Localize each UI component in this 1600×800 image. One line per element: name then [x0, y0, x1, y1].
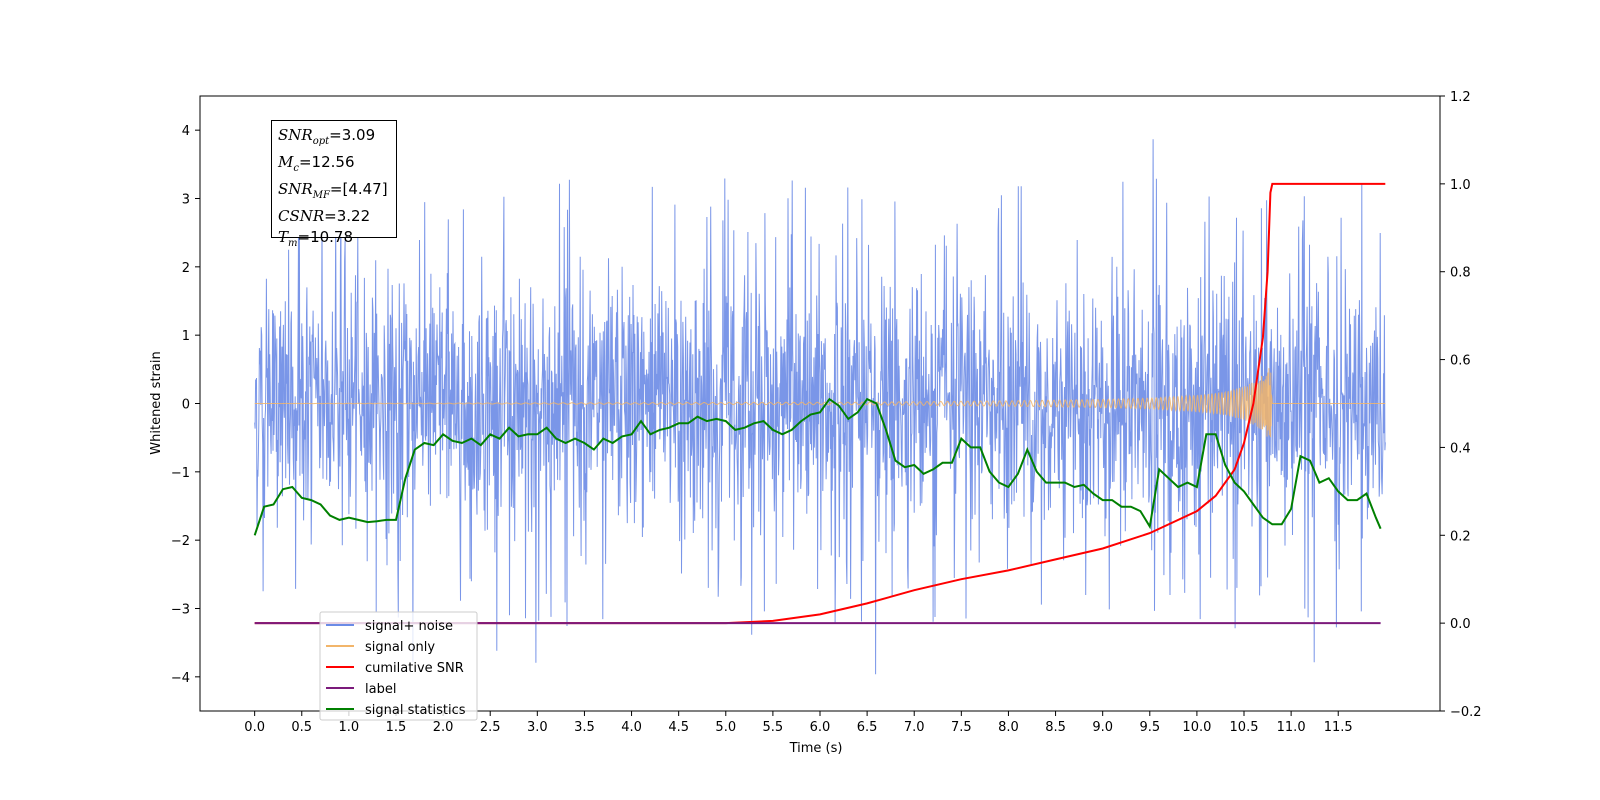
y-left-tick-label: 3 — [182, 193, 190, 208]
legend-label: signal+ noise — [365, 619, 453, 634]
y-left-tick-label: 4 — [182, 124, 190, 139]
mc-row: Mc=12.56 — [278, 153, 355, 174]
x-tick-label: 4.5 — [668, 720, 689, 735]
x-tick-label: 10.0 — [1182, 720, 1211, 735]
y-left-tick-label: −2 — [171, 534, 190, 549]
signal-noise-line — [254, 139, 1386, 675]
y-right-tick-label: 0.8 — [1450, 266, 1471, 281]
x-tick-label: 9.5 — [1139, 720, 1160, 735]
x-tick-label: 3.0 — [527, 720, 548, 735]
legend-label: signal only — [365, 640, 435, 655]
snr-opt-row: SNRopt=3.09 — [278, 126, 376, 147]
csnr-row: CSNR=3.22 — [278, 207, 371, 225]
signal-only-line — [254, 368, 1386, 438]
x-axis: 0.0 0.5 1.0 1.5 2.0 2.5 3.0 3.5 4.0 4.5 5.0 5.5 6.0 6… — [244, 711, 1353, 735]
x-tick-label: 11.5 — [1324, 720, 1353, 735]
x-tick-label: 7.0 — [904, 720, 925, 735]
y-left-tick-label: −3 — [171, 603, 190, 618]
x-axis-title: Time (s) — [789, 741, 843, 756]
x-tick-label: 6.0 — [810, 720, 831, 735]
x-tick-label: 0.0 — [244, 720, 265, 735]
x-tick-label: 9.0 — [1092, 720, 1113, 735]
csnr-value: 3.22 — [336, 207, 371, 225]
x-tick-label: 5.5 — [763, 720, 784, 735]
x-tick-label: 8.5 — [1045, 720, 1066, 735]
y-right-tick-label: 0.4 — [1450, 441, 1471, 456]
x-tick-label: 2.5 — [480, 720, 501, 735]
x-tick-label: 4.0 — [621, 720, 642, 735]
y-left-tick-label: −4 — [171, 671, 190, 686]
snr-mf-row: SNRMF=[4.47] — [278, 180, 388, 201]
signal-noise-series — [254, 139, 1386, 675]
cumulative-snr-line — [254, 182, 1386, 625]
y-right-tick-label: 0.0 — [1450, 617, 1471, 632]
snr-mf-value: [4.47] — [342, 180, 388, 198]
y-axis-title: Whitened strain — [149, 351, 164, 454]
y-left-tick-label: 1 — [182, 329, 190, 344]
snr-opt-value: 3.09 — [341, 126, 376, 144]
y-left-tick-label: −1 — [171, 466, 190, 481]
y-right-tick-label: 0.2 — [1450, 529, 1471, 544]
tm-row: Tm=10.78 — [278, 228, 354, 249]
x-tick-label: 2.0 — [433, 720, 454, 735]
y-left-tick-label: 0 — [182, 398, 190, 413]
mc-value: 12.56 — [311, 153, 355, 171]
x-tick-label: 11.0 — [1277, 720, 1306, 735]
legend: signal+ noise signal only cumilative SNR la… — [319, 611, 478, 721]
y-axis-left: 4 3 2 1 0 −1 −2 −3 −4 — [171, 124, 200, 686]
legend-label: signal statistics — [365, 703, 466, 718]
signal-statistics-line — [253, 397, 1382, 536]
legend-label: label — [365, 682, 396, 697]
x-tick-label: 6.5 — [857, 720, 878, 735]
x-tick-label: 5.0 — [715, 720, 736, 735]
y-right-tick-label: 1.2 — [1450, 90, 1471, 105]
stats-annotation-box: SNRopt=3.09 Mc=12.56 SNRMF=[4.47] CSNR=3… — [271, 120, 397, 249]
y-left-tick-label: 2 — [182, 261, 190, 276]
x-tick-label: 8.0 — [998, 720, 1019, 735]
signal-only-series — [254, 368, 1386, 438]
y-right-tick-label: −0.2 — [1450, 705, 1482, 720]
y-axis-right: 1.2 1.0 0.8 0.6 0.4 0.2 0.0 −0.2 — [1440, 90, 1482, 720]
legend-label: cumilative SNR — [365, 661, 464, 676]
x-tick-label: 3.5 — [574, 720, 595, 735]
x-tick-label: 1.0 — [339, 720, 360, 735]
x-tick-label: 10.5 — [1230, 720, 1259, 735]
y-right-tick-label: 0.6 — [1450, 354, 1471, 369]
x-tick-label: 0.5 — [291, 720, 312, 735]
tm-value: 10.78 — [310, 228, 354, 246]
y-right-tick-label: 1.0 — [1450, 178, 1471, 193]
legend-box — [319, 611, 478, 721]
x-tick-label: 1.5 — [386, 720, 407, 735]
x-tick-label: 7.5 — [951, 720, 972, 735]
